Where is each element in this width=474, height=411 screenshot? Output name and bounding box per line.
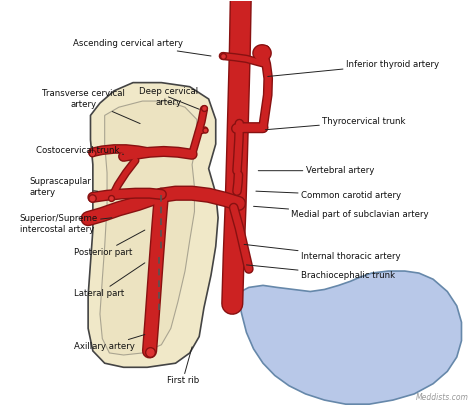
Text: Ascending cervical artery: Ascending cervical artery bbox=[73, 39, 211, 56]
Polygon shape bbox=[237, 271, 462, 404]
Text: Lateral part: Lateral part bbox=[74, 263, 145, 298]
Text: Medial part of subclavian artery: Medial part of subclavian artery bbox=[254, 206, 429, 219]
Text: Common carotid artery: Common carotid artery bbox=[256, 191, 401, 200]
Text: First rib: First rib bbox=[166, 347, 199, 386]
Text: Suprascapular
artery: Suprascapular artery bbox=[29, 178, 98, 197]
Text: Posterior part: Posterior part bbox=[74, 230, 145, 257]
Text: Inferior thyroid artery: Inferior thyroid artery bbox=[268, 60, 439, 76]
Text: Superior/Supreme
intercostal artery: Superior/Supreme intercostal artery bbox=[19, 214, 112, 233]
Text: Meddists.com: Meddists.com bbox=[416, 393, 469, 402]
Text: Deep cervical
artery: Deep cervical artery bbox=[139, 87, 199, 109]
Polygon shape bbox=[100, 101, 197, 355]
Text: Brachiocephalic trunk: Brachiocephalic trunk bbox=[246, 265, 395, 279]
Text: Transverse cervical
artery: Transverse cervical artery bbox=[42, 89, 140, 124]
Text: Thyrocervical trunk: Thyrocervical trunk bbox=[265, 117, 406, 130]
Polygon shape bbox=[88, 83, 218, 367]
Text: Costocervical trunk: Costocervical trunk bbox=[36, 146, 124, 155]
Text: Axillary artery: Axillary artery bbox=[74, 335, 145, 351]
Text: Internal thoracic artery: Internal thoracic artery bbox=[244, 245, 401, 261]
Text: Vertebral artery: Vertebral artery bbox=[258, 166, 374, 175]
